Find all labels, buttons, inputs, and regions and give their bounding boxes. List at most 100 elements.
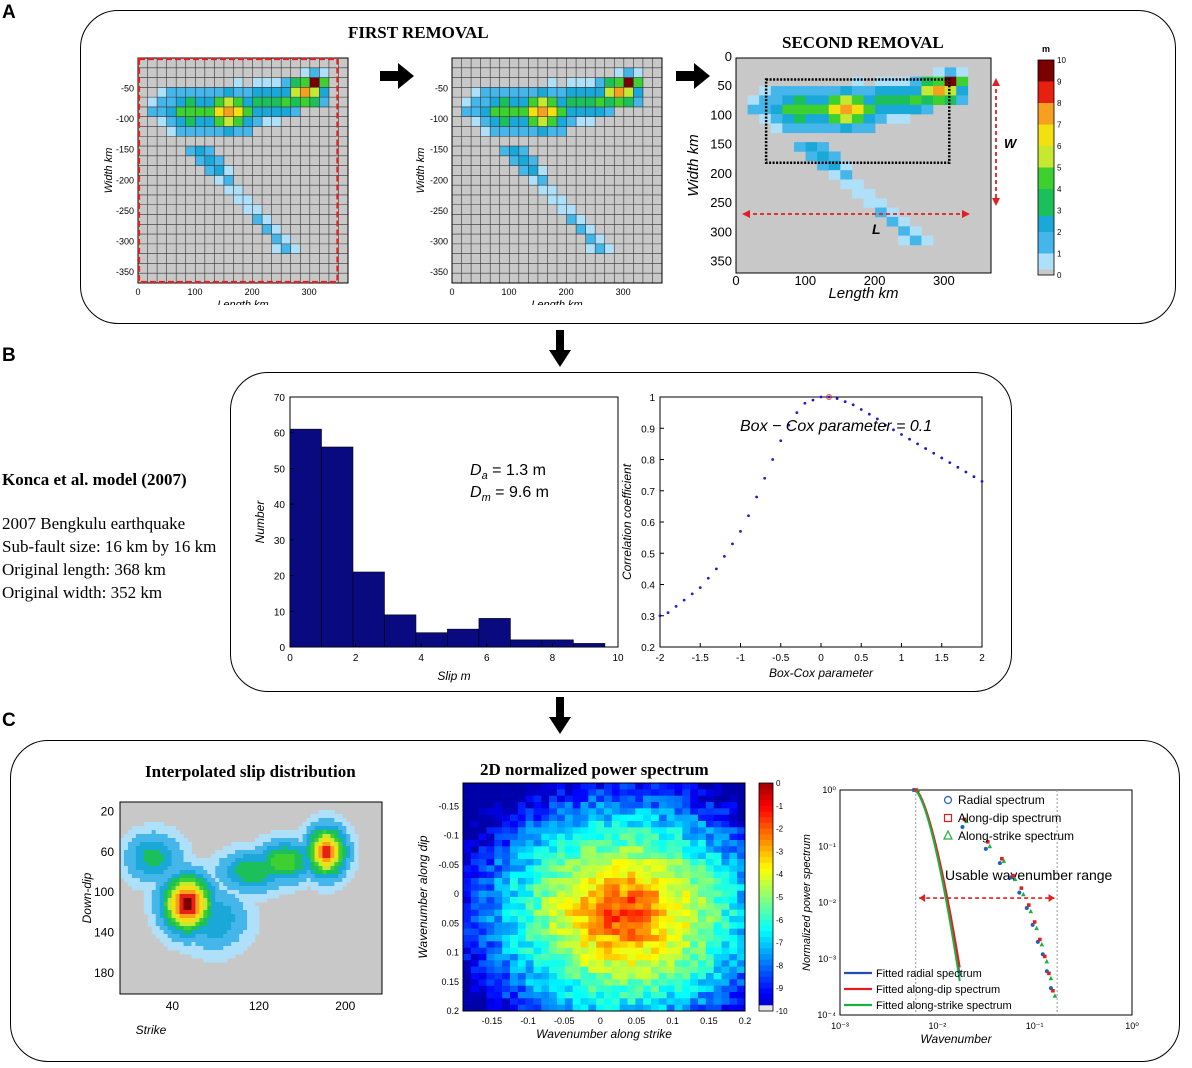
interp-cell <box>191 918 196 923</box>
spectrum-cell <box>635 966 644 974</box>
slip-cell <box>595 77 606 88</box>
data-point <box>924 447 928 450</box>
spectrum-cell <box>690 802 699 809</box>
interp-cell <box>290 878 296 883</box>
spectrum-cell <box>478 909 487 917</box>
interp-cell <box>203 878 208 883</box>
spectrum-cell <box>698 973 707 980</box>
x-tick-label: 200 <box>245 287 260 297</box>
histogram-bar <box>321 446 354 648</box>
spectrum-cell <box>470 814 479 822</box>
interp-cell <box>286 870 292 875</box>
spectrum-cell <box>525 935 534 942</box>
data-point <box>900 433 903 436</box>
interp-cell <box>322 846 327 851</box>
spectrum-cell <box>564 827 573 834</box>
interp-cell <box>223 846 228 851</box>
plot-frame <box>839 789 1133 1016</box>
interp-cell <box>120 846 125 851</box>
interp-cell <box>354 846 359 851</box>
interp-cell <box>163 894 169 899</box>
interp-cell <box>247 930 252 935</box>
interp-cell <box>199 874 204 879</box>
interp-cell <box>183 942 188 947</box>
spectrum-cell <box>737 935 746 942</box>
interp-cell <box>223 914 228 919</box>
colorbar-segment <box>759 794 773 801</box>
spectrum-cell <box>729 909 738 917</box>
spectrum-cell <box>698 821 707 828</box>
spectrum-cell <box>674 960 683 967</box>
interp-cell <box>243 918 248 923</box>
spectrum-cell <box>737 802 746 809</box>
spectrum-point <box>1019 886 1024 890</box>
slip-cell <box>195 87 206 98</box>
slip-cell <box>547 116 558 127</box>
spectrum-cell <box>510 966 519 974</box>
slip-cell <box>886 207 899 218</box>
interp-cell <box>346 830 351 835</box>
interp-cell <box>211 934 216 939</box>
spectrum-cell <box>729 992 738 999</box>
slip-cell <box>233 87 244 98</box>
interp-cell <box>195 930 200 935</box>
spectrum-cell <box>619 884 628 891</box>
interp-cell <box>183 906 188 911</box>
interp-cell <box>247 906 252 911</box>
spectrum-cell <box>658 865 667 872</box>
spectrum-cell <box>604 979 613 986</box>
spectrum-cell <box>666 795 675 803</box>
spectrum-cell <box>494 928 503 936</box>
interp-cell <box>294 850 300 855</box>
interp-cell <box>306 858 311 863</box>
interp-cell <box>171 894 176 899</box>
interp-cell <box>251 894 256 899</box>
interp-cell <box>183 898 188 903</box>
slip-cell <box>319 77 330 88</box>
spectrum-cell <box>494 1004 503 1012</box>
x-tick-label: 200 <box>559 287 574 297</box>
interp-cell <box>207 886 212 891</box>
interp-cell <box>147 922 153 927</box>
spectrum-cell <box>494 960 503 967</box>
spectrum-cell <box>588 821 597 828</box>
interp-cell <box>151 910 157 915</box>
spectrum-cell <box>658 852 667 860</box>
interp-cell <box>179 854 184 859</box>
colorbar-tick-label: 9 <box>1057 78 1062 87</box>
interp-cell <box>163 838 169 843</box>
slip-cell <box>863 198 876 208</box>
spectrum-cell <box>533 909 542 917</box>
interp-cell <box>326 862 331 867</box>
spectrum-cell <box>619 859 628 866</box>
interp-cell <box>318 882 323 887</box>
slip-cell <box>262 214 272 225</box>
slip-cell <box>585 97 596 108</box>
spectrum-cell <box>525 821 534 828</box>
spectrum-cell <box>737 821 746 828</box>
interp-cell <box>211 954 216 959</box>
interp-cell <box>294 886 300 891</box>
spectrum-cell <box>580 903 589 910</box>
spectrum-cell <box>541 871 550 879</box>
colorbar-segment <box>759 868 773 875</box>
slip-cell <box>840 86 853 96</box>
interp-cell <box>215 930 220 935</box>
colorbar-segment <box>1038 232 1054 238</box>
interp-cell <box>123 850 129 855</box>
slip-cell <box>528 106 539 117</box>
slip-cell <box>490 106 501 117</box>
spectrum-cell <box>510 859 519 866</box>
interp-cell <box>167 842 173 847</box>
spectrum-cell <box>643 814 652 822</box>
slip-cell <box>271 87 282 98</box>
slip-cell <box>537 175 548 186</box>
interp-cell <box>231 854 236 859</box>
interp-cell <box>274 894 280 899</box>
interp-cell <box>143 866 149 871</box>
interp-cell <box>215 894 220 899</box>
spectrum-cell <box>713 985 722 993</box>
interp-cell <box>171 866 176 871</box>
slip-cell <box>566 214 577 225</box>
spectrum-cell <box>557 827 566 834</box>
